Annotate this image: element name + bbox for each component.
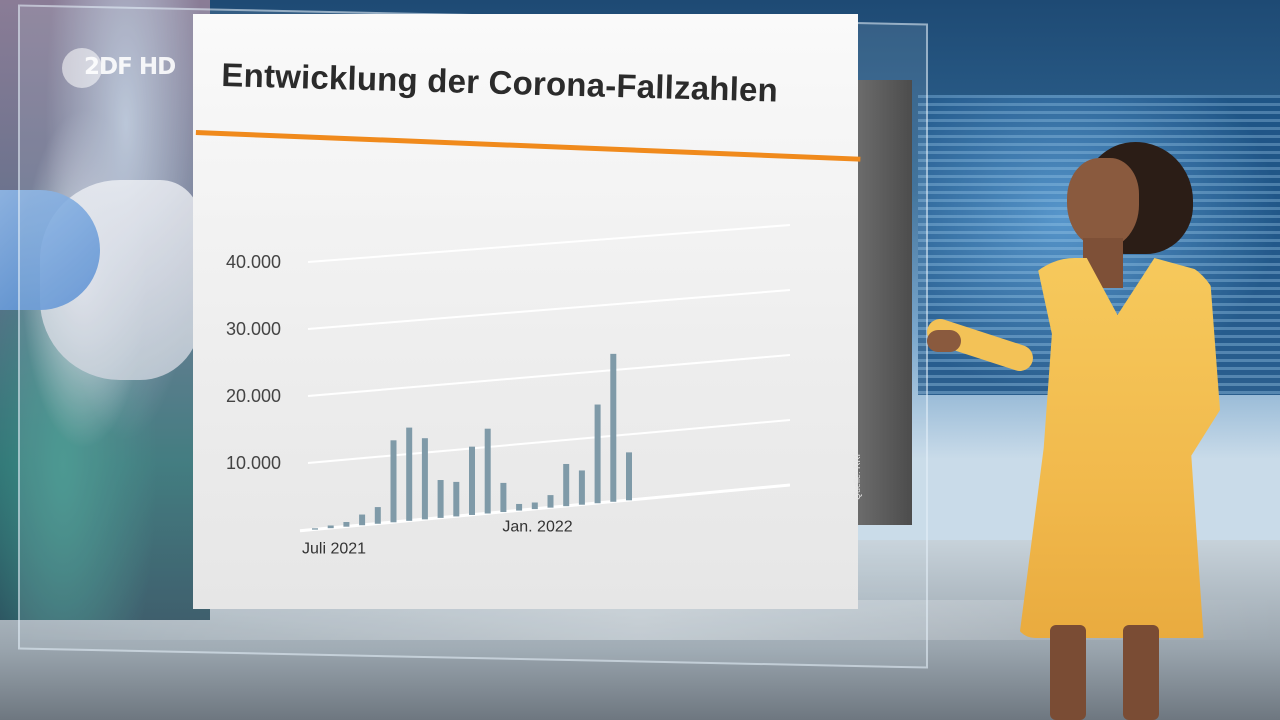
chart-bar [327,525,334,529]
glove-graphic [0,190,100,310]
y-tick-label: 20.000 [226,386,281,406]
chart-bar [437,480,444,518]
chart-bar [594,404,601,504]
logo-circle [62,48,102,88]
chart-bar [563,463,570,507]
chart-y-ticks: 10.000 20.000 30.000 40.000 [226,252,281,473]
chart-x-ticks: Juli 2021 Jan. 2022 [302,519,573,558]
chart-gridline [307,289,791,330]
chart-bar [610,353,617,502]
background-photo [0,0,210,620]
chart-bar [547,495,554,508]
presenter-leg-right [1123,625,1159,720]
presenter-face [1067,158,1139,248]
chart-bar [343,522,350,527]
presenter-hand [927,330,961,352]
y-tick-label: 10.000 [226,453,281,473]
chart-bar [469,446,475,515]
y-tick-label: 30.000 [226,319,281,339]
chart-bar [374,507,381,524]
chart-baseline [299,483,791,533]
logo-text: 2DF HD [84,54,176,80]
zdf-logo-icon: 2DF HD [62,48,186,88]
chart-bar [359,514,366,526]
chart-bar [578,470,585,505]
chart-bar [390,440,397,523]
source-note: Quelle: RKI [852,453,862,500]
chart-gridline [307,419,791,464]
chart-bars [312,353,632,530]
chart-gridline [307,224,791,263]
bar-chart: 10.000 20.000 30.000 40.000 Juli 2021 Jan. 2… [226,224,791,558]
x-tick-label: Jan. 2022 [502,519,572,536]
chart-gridline [307,354,791,397]
chart-bar [516,503,523,511]
y-tick-label: 40.000 [226,252,281,272]
chart-bar [312,528,318,530]
chart-bar [484,428,491,514]
chart-bar [626,452,632,501]
presenter-dress [1019,258,1220,638]
chart-gridlines [299,224,791,533]
chart-bar [531,502,538,510]
chart-bar [406,427,413,521]
presenter-leg-left [1050,625,1086,720]
chart-bar [421,438,428,520]
x-tick-label: Juli 2021 [302,541,366,558]
display-edge [852,80,912,525]
chart-bar [500,482,507,513]
presenter [923,140,1235,720]
chart-bar [453,481,460,517]
